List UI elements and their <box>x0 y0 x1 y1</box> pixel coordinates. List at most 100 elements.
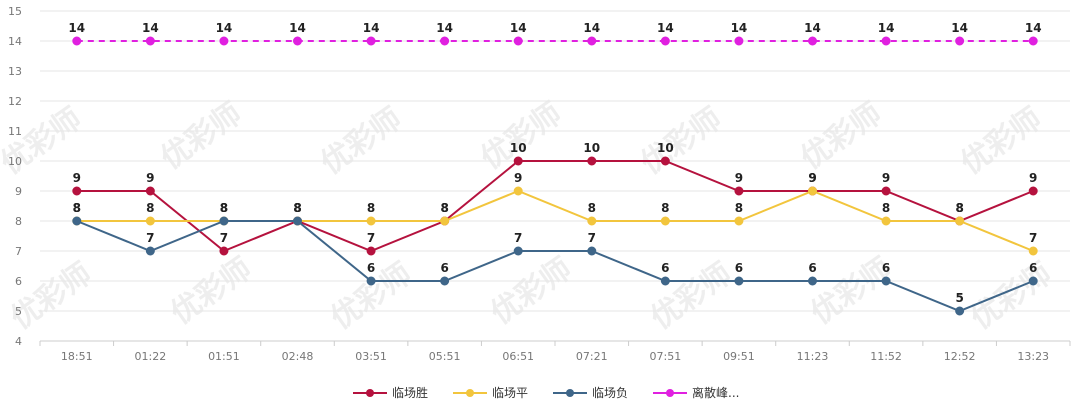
data-label: 8 <box>220 201 228 215</box>
data-label: 6 <box>735 261 743 275</box>
data-point <box>660 276 670 286</box>
data-point <box>366 36 376 46</box>
data-label: 9 <box>808 171 816 185</box>
data-point <box>881 186 891 196</box>
data-label: 14 <box>1025 21 1042 35</box>
data-point <box>1028 246 1038 256</box>
data-label: 7 <box>367 231 375 245</box>
data-point <box>219 246 229 256</box>
data-label: 9 <box>882 171 890 185</box>
data-point <box>660 156 670 166</box>
y-tick-label: 15 <box>8 5 22 18</box>
y-tick-label: 5 <box>15 305 22 318</box>
x-tick-label: 12:52 <box>944 350 976 363</box>
y-tick-label: 13 <box>8 65 22 78</box>
data-point <box>587 36 597 46</box>
x-tick-label: 05:51 <box>429 350 461 363</box>
legend-swatch-marker <box>666 389 674 397</box>
data-point <box>293 36 302 46</box>
data-point <box>881 36 891 46</box>
data-label: 9 <box>735 171 743 185</box>
data-label: 8 <box>440 201 448 215</box>
x-tick-label: 06:51 <box>502 350 534 363</box>
data-point <box>955 36 965 46</box>
watermark-text: 优彩师 <box>635 101 729 181</box>
data-label: 7 <box>588 231 596 245</box>
x-tick-label: 11:23 <box>797 350 829 363</box>
x-tick-label: 07:51 <box>650 350 682 363</box>
data-point <box>440 216 450 226</box>
data-point <box>145 246 155 256</box>
legend-label: 临场平 <box>492 386 528 400</box>
y-tick-label: 14 <box>8 35 22 48</box>
x-tick-label: 01:22 <box>135 350 167 363</box>
legend: 临场胜 临场平 临场负 离散峰... <box>353 385 739 400</box>
data-point <box>513 246 523 256</box>
data-point <box>1028 186 1038 196</box>
data-point <box>660 36 670 46</box>
data-point <box>587 216 597 226</box>
y-tick-label: 7 <box>15 245 22 258</box>
data-label: 8 <box>955 201 963 215</box>
data-label: 8 <box>293 201 301 215</box>
data-point <box>734 186 744 196</box>
data-label: 9 <box>1029 171 1037 185</box>
data-point <box>145 216 155 226</box>
watermark-text: 优彩师 <box>155 96 249 176</box>
data-point <box>72 36 82 46</box>
watermark-text: 优彩师 <box>5 256 99 336</box>
x-tick-label: 02:48 <box>282 350 314 363</box>
x-tick-label: 03:51 <box>355 350 387 363</box>
data-point <box>72 216 82 226</box>
x-tick-label: 07:21 <box>576 350 608 363</box>
data-point <box>366 246 376 256</box>
x-tick-label: 09:51 <box>723 350 755 363</box>
watermark-text: 优彩师 <box>955 101 1049 181</box>
data-label: 8 <box>220 201 228 215</box>
data-point <box>145 186 155 196</box>
watermark-text: 优彩师 <box>795 96 889 176</box>
y-tick-label: 10 <box>8 155 22 168</box>
watermark-text: 优彩师 <box>645 256 739 336</box>
y-tick-label: 11 <box>8 125 22 138</box>
watermark-text: 优彩师 <box>165 251 259 331</box>
data-label: 14 <box>657 21 674 35</box>
legend-label: 离散峰... <box>692 385 739 400</box>
data-label: 10 <box>583 141 600 155</box>
data-point <box>366 216 376 226</box>
x-tick-label: 18:51 <box>61 350 93 363</box>
data-label: 8 <box>882 201 890 215</box>
data-label: 14 <box>289 21 306 35</box>
watermark-text: 优彩师 <box>475 96 569 176</box>
data-point <box>219 36 229 46</box>
data-point <box>366 276 376 286</box>
data-label: 14 <box>583 21 600 35</box>
data-point <box>734 36 744 46</box>
data-point <box>955 306 965 316</box>
data-point <box>219 216 229 226</box>
data-label: 8 <box>293 201 301 215</box>
legend-swatch-marker <box>566 389 574 397</box>
data-point <box>881 276 891 286</box>
data-label: 8 <box>146 201 154 215</box>
data-point <box>734 216 744 226</box>
x-tick-label: 11:52 <box>870 350 902 363</box>
watermark-text: 优彩师 <box>315 101 409 181</box>
data-label: 6 <box>1029 261 1037 275</box>
data-label: 7 <box>1029 231 1037 245</box>
legend-swatch-marker <box>366 389 374 397</box>
data-point <box>587 246 597 256</box>
data-point <box>808 36 817 46</box>
data-label: 6 <box>661 261 669 275</box>
data-point <box>513 156 523 166</box>
legend-label: 临场负 <box>592 386 628 400</box>
data-label: 7 <box>220 231 228 245</box>
data-point <box>881 216 891 226</box>
y-tick-label: 8 <box>15 215 22 228</box>
data-point <box>513 186 523 196</box>
watermark-text: 优彩师 <box>485 251 579 331</box>
data-label: 10 <box>657 141 674 155</box>
